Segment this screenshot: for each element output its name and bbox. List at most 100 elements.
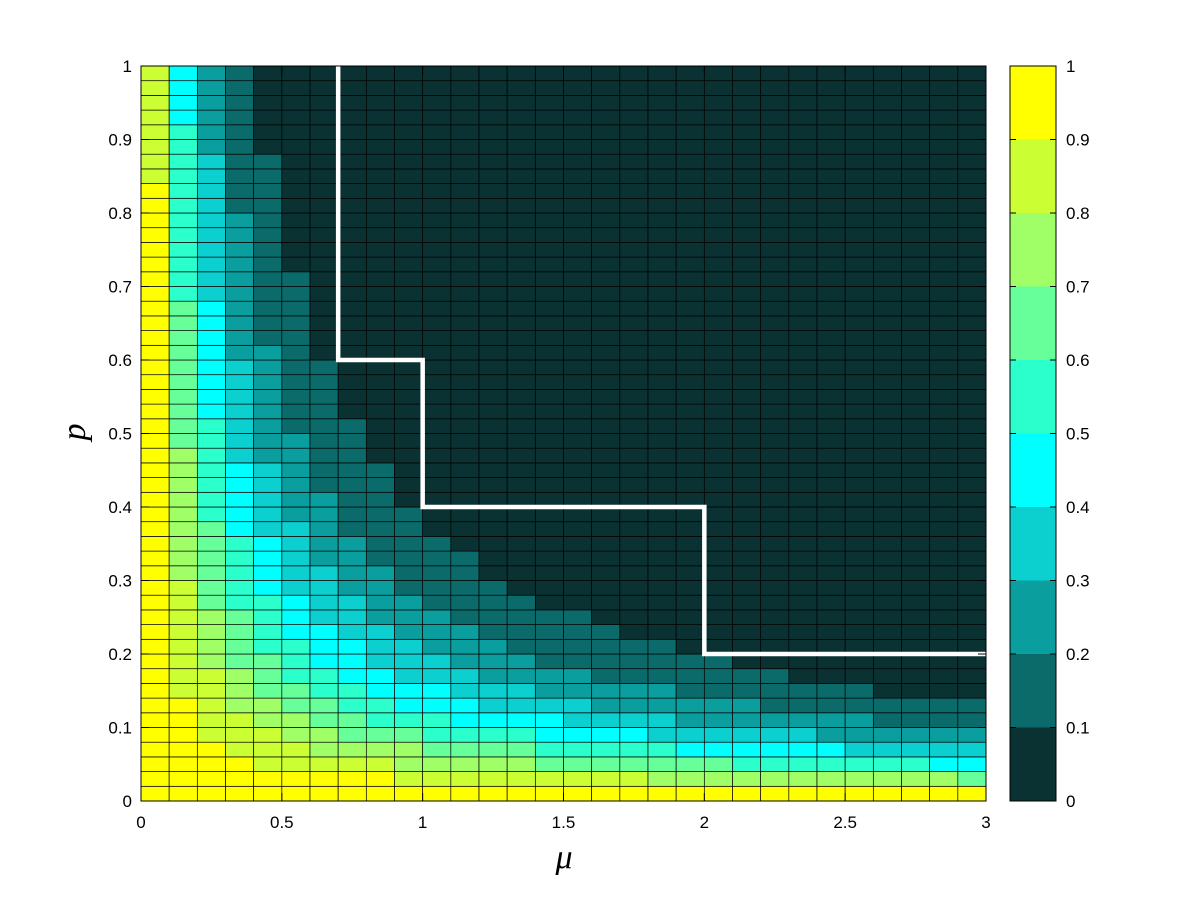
heatmap-cell [929,168,959,184]
heatmap-cell [506,785,536,802]
heatmap-cell [225,330,255,346]
heatmap-cell [647,65,677,82]
heatmap-cell [534,624,564,640]
heatmap-cell [534,65,564,82]
heatmap-cell [957,785,987,802]
colorbar-tick-label: 1 [1066,57,1075,76]
heatmap-cell [337,771,367,787]
heatmap-cell [957,609,987,625]
heatmap-cell [168,403,198,420]
heatmap-cell [732,359,762,376]
heatmap-cell [591,80,621,96]
heatmap-cell [760,315,790,331]
heatmap-cell [901,65,931,82]
heatmap-cell [591,712,621,728]
heatmap-cell [675,109,705,126]
heatmap-cell [844,683,874,699]
colorbar-tick-label: 0.4 [1066,498,1090,517]
heatmap-cell [281,197,311,214]
axes: 0 0.5 1 1.5 2 2.5 3 0 0.1 0.2 0.3 0.4 0.5 0.6 0.7 0.8 0.… [108,57,990,832]
heatmap-cell [253,580,283,596]
heatmap-cell [816,65,846,82]
heatmap-cell [563,536,593,552]
heatmap-cell [365,638,395,655]
heatmap-cell [337,785,367,802]
heatmap-cell [929,491,959,508]
heatmap-cell [760,403,790,420]
colorbar-swatch [1010,433,1056,507]
colorbar-tick-label: 0.7 [1066,278,1090,297]
heatmap-cell [422,139,452,155]
heatmap-cell [394,242,424,258]
heatmap-cell [591,403,621,420]
heatmap-cell [196,771,226,787]
heatmap-cell [422,477,452,493]
heatmap-cell [675,727,705,743]
heatmap-cell [140,521,170,537]
heatmap-cell [647,653,677,670]
heatmap-cell [140,712,170,728]
heatmap-cell [647,139,677,155]
heatmap-cell [901,741,931,758]
heatmap-cell [365,491,395,508]
heatmap-cell [534,447,564,464]
heatmap-cell [619,359,649,376]
heatmap-cell [394,403,424,420]
heatmap-cell [196,580,226,596]
heatmap-cell [788,594,818,611]
heatmap-cell [253,550,283,567]
heatmap-cell [450,447,480,464]
heatmap-cell [760,594,790,611]
heatmap-cell [647,330,677,346]
heatmap-cell [140,624,170,640]
heatmap-cell [591,521,621,537]
heatmap-cell [196,256,226,273]
heatmap-cell [844,168,874,184]
heatmap-cell [506,300,536,317]
heatmap-cell [450,256,480,273]
heatmap-cell [675,580,705,596]
heatmap-cell [563,374,593,390]
heatmap-cell [901,550,931,567]
heatmap-cell [760,550,790,567]
heatmap-cell [816,242,846,258]
heatmap-cell [422,462,452,478]
heatmap-cell [394,315,424,331]
heatmap-cell [140,594,170,611]
heatmap-cell [478,697,508,714]
heatmap-cell [591,359,621,376]
heatmap-cell [760,95,790,111]
heatmap-cell [225,741,255,758]
heatmap-cell [337,271,367,287]
heatmap-cell [872,771,902,787]
heatmap-cell [168,374,198,390]
heatmap-cell [872,389,902,405]
heatmap-cell [929,153,959,170]
heatmap-cell [506,389,536,405]
heatmap-cell [901,418,931,434]
heatmap-cell [253,771,283,787]
heatmap-cell [732,624,762,640]
heatmap-cell [872,242,902,258]
heatmap-cell [478,638,508,655]
heatmap-cell [365,300,395,317]
heatmap-cell [929,286,959,302]
heatmap-cell [225,153,255,170]
heatmap-cell [225,95,255,111]
heatmap-cell [703,212,733,229]
heatmap-cell [450,433,480,449]
heatmap-cell [703,153,733,170]
heatmap-cell [675,785,705,802]
heatmap-cell [591,580,621,596]
heatmap-cell [929,550,959,567]
heatmap-cell [732,315,762,331]
heatmap-cell [563,389,593,405]
heatmap-cell [506,624,536,640]
heatmap-cell [309,139,339,155]
heatmap-cell [196,565,226,581]
heatmap-cell [478,300,508,317]
heatmap-cell [816,286,846,302]
heatmap-cell [365,315,395,331]
heatmap-cell [534,80,564,96]
heatmap-cell [196,609,226,625]
